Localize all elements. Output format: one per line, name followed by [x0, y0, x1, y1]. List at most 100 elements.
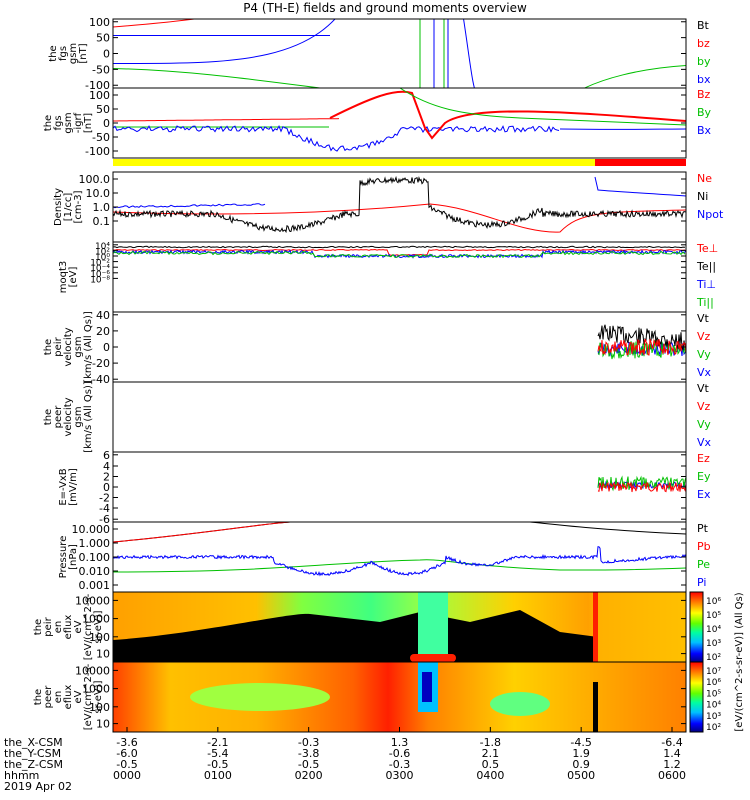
- series-npot: [113, 203, 266, 209]
- y-tick-label: 1.000: [79, 537, 111, 550]
- y-axis-label-line: sr-eV)]: [93, 680, 104, 713]
- x-tick-label-x: -3.6: [116, 736, 137, 749]
- legend-Vt: Vt: [697, 382, 710, 395]
- y-tick-label: -6: [99, 513, 110, 526]
- x-tick-label-y: 2.1: [482, 747, 500, 760]
- y-axis-label-line: fgs: [58, 46, 69, 61]
- series-pt: [113, 522, 686, 543]
- y-axis-label: Pressure[nPa]: [58, 536, 79, 579]
- x-tick-label-x: -0.3: [298, 736, 319, 749]
- series-bx-rise: [113, 19, 336, 65]
- legend-bx: bx: [697, 73, 711, 86]
- x-tick-label-y: -6.0: [116, 747, 137, 760]
- x-tick-label-t: 0600: [658, 769, 686, 782]
- panel-pressure: 10.0001.0000.1000.0100.001Pressure[nPa]P…: [58, 521, 711, 593]
- panel-density: 100.010.01.00.1 Density[1/cc][cm-3] Ne Ni Np…: [53, 171, 724, 243]
- y-axis-label-line: the: [43, 339, 54, 355]
- x-tick-label-t: 0200: [295, 769, 323, 782]
- y-tick-label: 10²: [95, 247, 110, 257]
- legend-Vz: Vz: [697, 330, 711, 343]
- colorbar-tick-label: 10⁶: [706, 678, 721, 688]
- colorbar-label: [eV/(cm^2-s-sr-eV)] (All Qs): [734, 592, 745, 731]
- y-axis-label-line: [nPa]: [68, 544, 79, 570]
- legend-Te||: Te||: [696, 260, 716, 273]
- legend-Vx: Vx: [697, 366, 712, 379]
- x-tick-label-x: -6.4: [661, 736, 682, 749]
- legend-Pi: Pi: [697, 576, 706, 589]
- colorbar-tick-label: 10²: [706, 723, 721, 733]
- y-axis-label-line: the: [33, 689, 44, 705]
- series-by: [113, 68, 324, 88]
- y-axis-label-line: eV: [73, 690, 84, 703]
- colorbar-tick-label: 10⁴: [706, 701, 721, 711]
- legend-bz: bz: [697, 37, 710, 50]
- series-te-par: [113, 245, 686, 249]
- panel-fgs_gsm: 100 50 0 -50 -100 thefgsgsm[nT] Bt bz by bx: [48, 16, 711, 92]
- y-axis-label-line: [cm-3]: [73, 190, 84, 223]
- y-axis-label: Density[1/cc][cm-3]: [53, 188, 84, 226]
- x-tick-label-y: -3.8: [298, 747, 319, 760]
- y-tick-label: 10: [96, 648, 110, 661]
- y-axis-label-line: sr-eV)]: [93, 610, 104, 643]
- legend-Te⊥: Te⊥: [696, 242, 718, 255]
- y-axis-label-line: [nT]: [83, 113, 94, 133]
- y-tick-label: 50: [96, 32, 110, 45]
- legend-Ni: Ni: [697, 190, 708, 203]
- panel-plot-area: [113, 522, 686, 577]
- x-tick-label-t: 0100: [204, 769, 232, 782]
- colorbar-tick-label: 10⁷: [706, 667, 721, 677]
- series-ti-par: [113, 250, 686, 259]
- series-ez: [597, 481, 686, 493]
- y-axis-label: thepeervelocitygsm[km/s (All Qs)]: [43, 381, 94, 453]
- legend-Pe: Pe: [697, 558, 710, 571]
- x-tick-label-x: 1.3: [391, 736, 409, 749]
- y-axis-label-line: fgs: [53, 115, 64, 130]
- y-axis-label-line: [km/s (All Qs)]: [83, 381, 94, 453]
- y-tick-label: -2: [99, 492, 110, 505]
- spectrogram-peer-patch: [190, 683, 330, 711]
- y-tick-label: 0: [103, 341, 110, 354]
- y-axis-label: thepeirvelocitygsm[km/s (All Qs)]: [43, 311, 94, 383]
- y-axis-label-line: peir: [53, 336, 64, 356]
- y-tick-label: -40: [92, 373, 110, 386]
- x-tick-label-z: -0.5: [116, 758, 137, 771]
- legend-Vt: Vt: [697, 312, 710, 325]
- x-tick-label-y: 1.4: [663, 747, 681, 760]
- y-axis-label-line: en: [53, 691, 64, 704]
- panel-plot-area: [597, 324, 686, 360]
- panel-peer_velocity: thepeervelocitygsm[km/s (All Qs)] Vt Vz Vy V…: [43, 381, 712, 453]
- panel-plot-area: [113, 19, 686, 88]
- y-tick-label: -50: [92, 63, 110, 76]
- y-axis-label-line: the: [33, 619, 44, 635]
- y-tick-label: 100: [89, 701, 110, 714]
- series-vz: [597, 338, 686, 356]
- y-tick-label: 10.000: [72, 523, 111, 536]
- y-axis-label-line: [eV/(cm^2-s-: [83, 663, 94, 730]
- y-tick-label: 1000: [82, 613, 110, 626]
- panel-plot-area: [597, 475, 686, 493]
- legend-Vy: Vy: [697, 418, 711, 431]
- panel-plot-area: [113, 592, 686, 662]
- colorbar-tick-label: 10⁵: [706, 689, 721, 699]
- y-axis-label-line: -igrf: [73, 112, 84, 133]
- spectrogram-peir-center: [418, 592, 448, 662]
- y-axis-label-line: [mV/m]: [68, 468, 79, 506]
- y-axis-label-line: eflux: [63, 615, 74, 640]
- y-axis-label: thefgsgsm-igrf[nT]: [43, 112, 94, 133]
- legend-Vy: Vy: [697, 348, 711, 361]
- y-tick-label: 0: [103, 48, 110, 61]
- series-by-recover: [399, 88, 686, 126]
- y-axis-label-line: E=-VxB: [58, 468, 69, 505]
- y-tick-label: 10⁰: [95, 253, 110, 263]
- panels: 100500-50-100thefgsgsm[nT]Btbzbybx100500…: [33, 16, 724, 733]
- y-axis-label-line: moqt3: [58, 261, 69, 294]
- panel-plot-area: [113, 245, 686, 259]
- legend-Ne: Ne: [697, 172, 712, 185]
- y-axis-label-line: eflux: [63, 685, 74, 710]
- panel-frame: [112, 18, 687, 89]
- panel-plot-area: [113, 88, 686, 152]
- y-tick-label: 10⁻⁸: [90, 275, 110, 285]
